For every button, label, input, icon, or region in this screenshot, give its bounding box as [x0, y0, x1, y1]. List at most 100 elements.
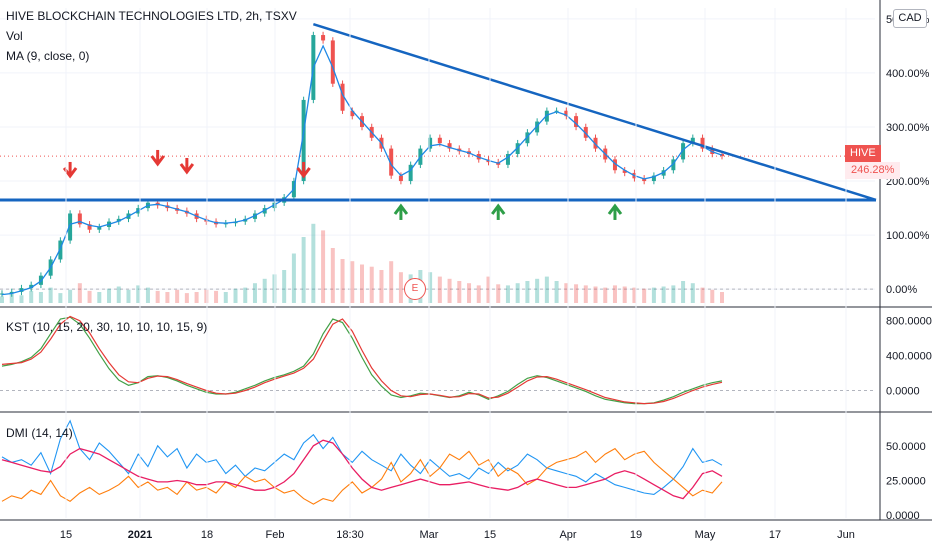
down-arrow-icon [179, 163, 195, 175]
x-tick-label: May [695, 529, 716, 541]
volume-bar [29, 290, 34, 303]
candle-body [408, 164, 413, 182]
candle-body [389, 148, 394, 176]
resistance-trendline [312, 23, 877, 202]
volume-bar [272, 274, 277, 303]
volume-bar [126, 289, 131, 303]
down-arrow-icon [296, 167, 311, 179]
ma-line [1, 44, 723, 296]
down-arrow-icon [150, 155, 165, 167]
volume-bar [690, 283, 695, 303]
volume-bar [194, 292, 199, 303]
ma-legend: MA (9, close, 0) [6, 49, 90, 63]
volume-bar [720, 292, 724, 303]
candle-body [651, 175, 656, 182]
volume-bar [0, 296, 4, 303]
volume-bar [282, 270, 287, 303]
volume-bar [671, 285, 676, 303]
volume-bar [262, 278, 267, 303]
volume-bar [19, 295, 24, 303]
candle-body [681, 143, 686, 160]
volume-bar [564, 283, 569, 303]
volume-bar [467, 283, 472, 303]
volume-bar [583, 285, 588, 303]
volume-bar [622, 286, 627, 303]
candle-body [583, 126, 588, 138]
candle-body [116, 218, 121, 222]
candle-body [612, 159, 617, 171]
candle-body [29, 284, 34, 289]
y-tick-label: 200.00% [886, 176, 930, 188]
volume-bar [243, 287, 248, 303]
volume-bar [38, 292, 43, 303]
volume-bar [58, 293, 63, 303]
x-tick-label: Feb [266, 529, 285, 541]
volume-bar [515, 283, 520, 303]
candle-body [447, 143, 452, 149]
volume-bar [535, 278, 540, 303]
volume-bar [574, 284, 579, 303]
candle-body [505, 154, 510, 165]
x-tick-label: Mar [420, 529, 439, 541]
volume-bar [233, 288, 238, 303]
volume-bar [642, 288, 647, 303]
up-arrow-icon [491, 203, 506, 215]
y-tick-label: 25.0000 [886, 476, 926, 488]
up-arrow-icon [393, 203, 409, 215]
volume-bar [476, 285, 481, 303]
y-tick-label: 0.0000 [886, 386, 920, 398]
candle-body [622, 170, 627, 173]
volume-bar [554, 281, 559, 303]
dmi-legend: DMI (14, 14) [6, 426, 73, 440]
volume-bar [661, 286, 666, 303]
candle-body [574, 116, 579, 127]
candle-body [9, 291, 14, 294]
volume-bar [97, 292, 102, 303]
volume-bar [145, 287, 150, 303]
y-tick-label: 0.00% [886, 284, 917, 296]
volume-bar [9, 293, 14, 303]
volume-bar [321, 230, 326, 303]
volume-bar [681, 281, 686, 303]
candle-body [87, 224, 92, 230]
x-tick-label: 19 [630, 529, 642, 541]
x-tick-label: 17 [769, 529, 781, 541]
volume-bar [301, 237, 306, 303]
volume-bar [330, 248, 335, 303]
volume-bar [379, 270, 384, 303]
chart-title: HIVE BLOCKCHAIN TECHNOLOGIES LTD, 2h, TS… [6, 9, 297, 23]
volume-bar [340, 259, 345, 303]
x-tick-label: 18:30 [336, 529, 364, 541]
volume-bar [223, 292, 228, 303]
candle-body [642, 178, 647, 182]
volume-bar [603, 287, 608, 303]
kst-signal-line [1, 315, 723, 405]
y-tick-label: 300.00% [886, 122, 930, 134]
currency-button[interactable]: CAD [893, 9, 927, 28]
volume-bar [155, 290, 160, 303]
volume-bar [496, 284, 501, 303]
volume-bar [252, 283, 257, 303]
volume-bar [612, 285, 617, 303]
volume-bar [447, 278, 452, 303]
x-tick-label: 15 [60, 529, 72, 541]
candle-body [525, 132, 530, 144]
volume-bar [311, 223, 316, 303]
kst-legend: KST (10, 15, 20, 30, 10, 10, 10, 15, 9) [6, 320, 208, 334]
volume-bar [175, 289, 180, 303]
volume-bar [350, 261, 355, 303]
volume-bar [593, 286, 598, 303]
volume-bar [486, 276, 491, 303]
candle-body [350, 110, 355, 117]
di-plus-line [1, 419, 723, 495]
earnings-badge[interactable]: E [404, 278, 426, 300]
candle-body [428, 137, 433, 149]
volume-bar [136, 285, 141, 303]
candle-body [321, 35, 326, 41]
candle-body [700, 137, 705, 149]
candle-body [690, 137, 695, 144]
volume-bar [437, 276, 442, 303]
volume-bar [428, 272, 433, 303]
candle-body [671, 159, 676, 171]
